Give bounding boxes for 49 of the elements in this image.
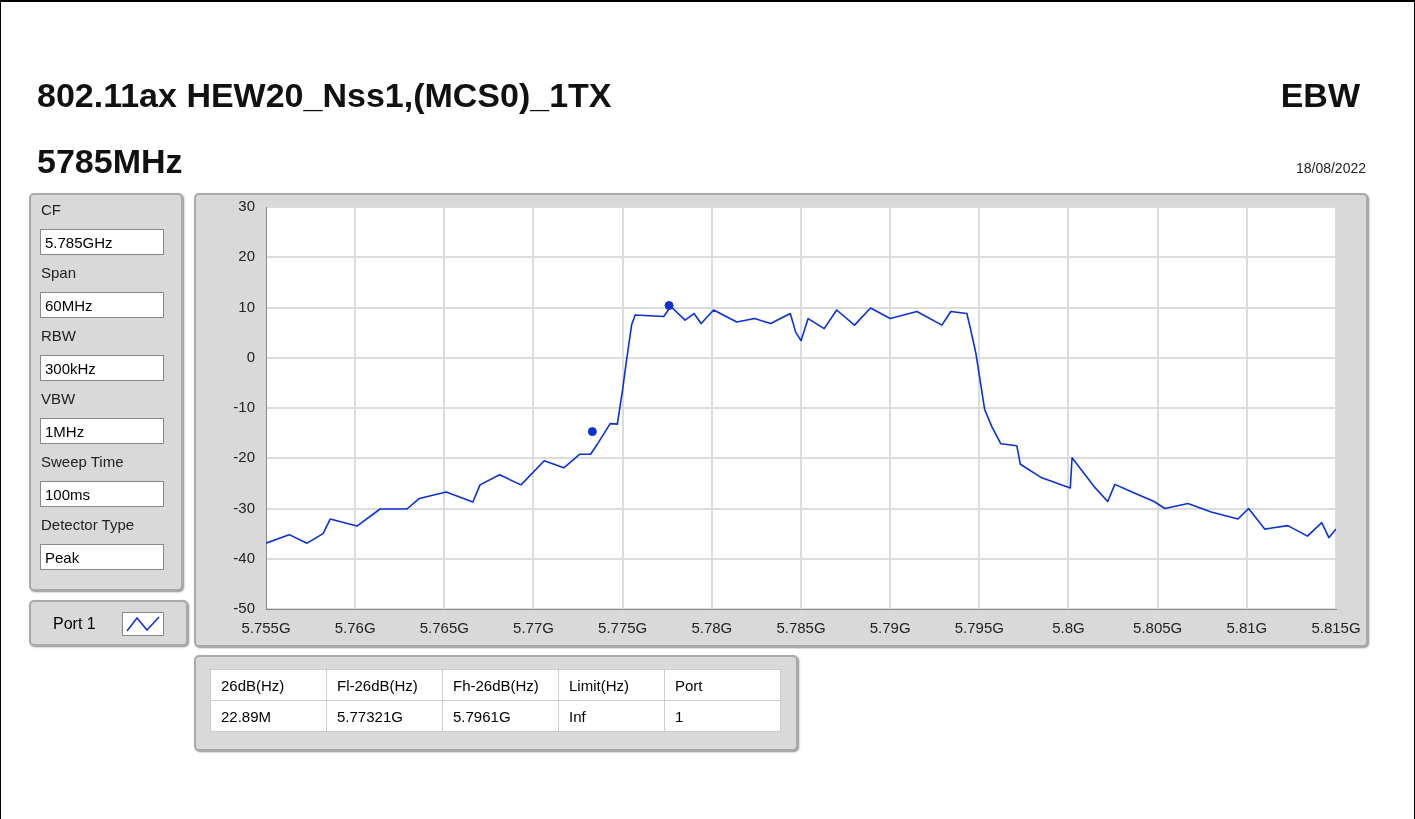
x-tick-label: 5.81G [1226, 619, 1268, 637]
text: 26dB(Hz) [210, 669, 327, 701]
text: VBW [41, 390, 76, 407]
text: Sweep Time [41, 453, 124, 470]
y-tick-label: -50 [233, 599, 255, 617]
x-tick-label: 5.765G [419, 619, 469, 637]
x-tick-label: 5.77G [513, 619, 554, 637]
text: EBW [1280, 76, 1360, 115]
x-tick-label: 5.775G [598, 619, 648, 637]
text: RBW [41, 327, 76, 344]
text: CF [41, 201, 61, 218]
text: Fh-26dB(Hz) [442, 669, 559, 701]
y-tick-label: -40 [233, 548, 255, 566]
text: 100ms [40, 481, 164, 507]
text: Span [41, 264, 77, 281]
x-tick-label: 5.76G [334, 619, 376, 637]
text: 1 [664, 700, 781, 732]
text: 5.785GHz [40, 229, 164, 255]
x-tick-label: 5.8G [1052, 619, 1085, 637]
y-tick-label: -10 [233, 398, 255, 416]
x-tick-label: 5.785G [776, 619, 826, 637]
x-tick-label: 5.755G [241, 619, 291, 637]
x-tick-label: 5.79G [869, 619, 911, 637]
text: 22.89M [210, 700, 327, 732]
text: 300kHz [40, 355, 164, 381]
y-tick-label: -20 [233, 448, 255, 466]
x-tick-label: 5.805G [1133, 619, 1183, 637]
text: Port [664, 669, 781, 701]
text: Peak [40, 544, 164, 570]
text: 18/08/2022 [1295, 160, 1366, 176]
text: Fl-26dB(Hz) [326, 669, 443, 701]
text: Inf [558, 700, 665, 732]
text: 1MHz [40, 418, 164, 444]
chart-subtitle: 5785MHz [37, 142, 183, 181]
x-tick-label: 5.78G [691, 619, 733, 637]
chart-title: 802.11ax HEW20_Nss1,(MCS0)_1TX [37, 76, 612, 115]
y-tick-label: 10 [238, 297, 255, 315]
x-tick-label: 5.815G [1311, 619, 1361, 637]
y-tick-label: 30 [238, 197, 255, 215]
text: Limit(Hz) [558, 669, 665, 701]
text: 5.7961G [442, 700, 559, 732]
y-tick-label: 20 [238, 247, 255, 265]
text: 60MHz [40, 292, 164, 318]
x-tick-label: 5.795G [954, 619, 1004, 637]
text: Detector Type [41, 516, 135, 533]
legend-label: Port 1 [53, 615, 96, 633]
y-tick-label: 0 [246, 347, 255, 365]
y-tick-label: -30 [233, 498, 255, 516]
text: 5.77321G [326, 700, 443, 732]
